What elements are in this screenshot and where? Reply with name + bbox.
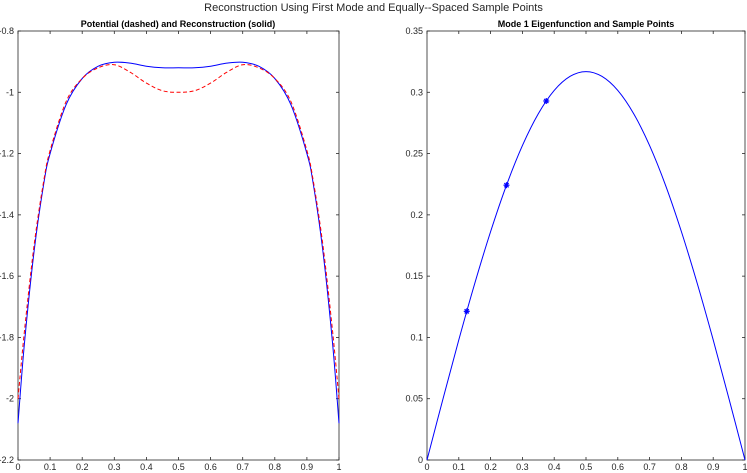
- right-chart-y-tick-label: 0.1: [410, 332, 423, 342]
- right-chart-sample-point-stroke: [543, 98, 549, 104]
- right-chart-sample-point: [503, 182, 510, 189]
- left-chart-y-tick-label: -1.4: [0, 210, 14, 220]
- right-chart-x-tick-label: 0.6: [612, 462, 625, 472]
- right-chart-sample-point-stroke: [464, 308, 470, 314]
- right-chart-x-tick-label: 1: [742, 462, 747, 472]
- left-chart-x-tick-label: 0.1: [44, 462, 57, 472]
- left-chart-x-tick-label: 0.6: [204, 462, 217, 472]
- right-chart-x-tick-label: 0: [424, 462, 429, 472]
- left-chart-y-tick-label: -2: [6, 394, 14, 404]
- left-chart-y-tick-label: -0.8: [0, 26, 14, 36]
- left-chart-reconstruction-solid-line: [17, 61, 340, 424]
- left-chart-x-tick-label: 0.5: [172, 462, 185, 472]
- left-chart-title: Potential (dashed) and Reconstruction (s…: [81, 19, 276, 29]
- right-chart-y-tick-label: 0.05: [405, 394, 423, 404]
- left-chart-y-tick-label: -1.6: [0, 271, 14, 281]
- left-chart-potential-dashed-line: [17, 64, 340, 399]
- right-chart-sample-point: [463, 308, 470, 315]
- right-chart-x-tick-label: 0.3: [516, 462, 529, 472]
- right-chart-x-tick-label: 0.8: [675, 462, 688, 472]
- right-chart-y-tick-label: 0: [418, 455, 423, 465]
- right-chart: Mode 1 Eigenfunction and Sample Points 0…: [405, 19, 747, 472]
- right-chart-y-tick-label: 0.35: [405, 26, 423, 36]
- left-chart-x-tick-label: 0.4: [140, 462, 153, 472]
- left-chart-axes-frame: [17, 30, 340, 461]
- right-chart-y-tick-label: 0.15: [405, 271, 423, 281]
- left-chart-x-tick-label: 0.8: [269, 462, 282, 472]
- right-chart-x-tick-label: 0.5: [580, 462, 593, 472]
- left-chart-x-tick-label: 0: [15, 462, 20, 472]
- left-chart-x-tick-label: 0.3: [108, 462, 121, 472]
- right-chart-y-tick-label: 0.2: [410, 210, 423, 220]
- right-chart-eigenfunction-line: [426, 71, 746, 461]
- right-chart-axes-frame: [426, 30, 746, 461]
- right-chart-y-tick-label: 0.3: [410, 87, 423, 97]
- right-chart-title: Mode 1 Eigenfunction and Sample Points: [498, 19, 675, 29]
- left-chart: Potential (dashed) and Reconstruction (s…: [0, 19, 342, 472]
- left-chart-y-tick-label: -1: [6, 87, 14, 97]
- right-chart-x-tick-label: 0.7: [643, 462, 656, 472]
- left-chart-y-tick-label: -2.2: [0, 455, 14, 465]
- right-chart-x-tick-label: 0.9: [707, 462, 720, 472]
- right-chart-x-tick-label: 0.1: [453, 462, 466, 472]
- left-chart-x-tick-label: 1: [336, 462, 341, 472]
- left-chart-x-tick-label: 0.2: [76, 462, 89, 472]
- right-chart-x-tick-label: 0.2: [484, 462, 497, 472]
- right-chart-sample-point: [543, 97, 550, 104]
- left-chart-y-tick-label: -1.8: [0, 332, 14, 342]
- left-chart-x-tick-label: 0.9: [301, 462, 314, 472]
- left-chart-x-tick-label: 0.7: [236, 462, 249, 472]
- figure-suptitle: Reconstruction Using First Mode and Equa…: [204, 2, 543, 14]
- right-chart-x-tick-label: 0.4: [548, 462, 561, 472]
- left-chart-y-tick-label: -1.2: [0, 149, 14, 159]
- right-chart-y-tick-label: 0.25: [405, 149, 423, 159]
- right-chart-sample-point-stroke: [503, 182, 510, 188]
